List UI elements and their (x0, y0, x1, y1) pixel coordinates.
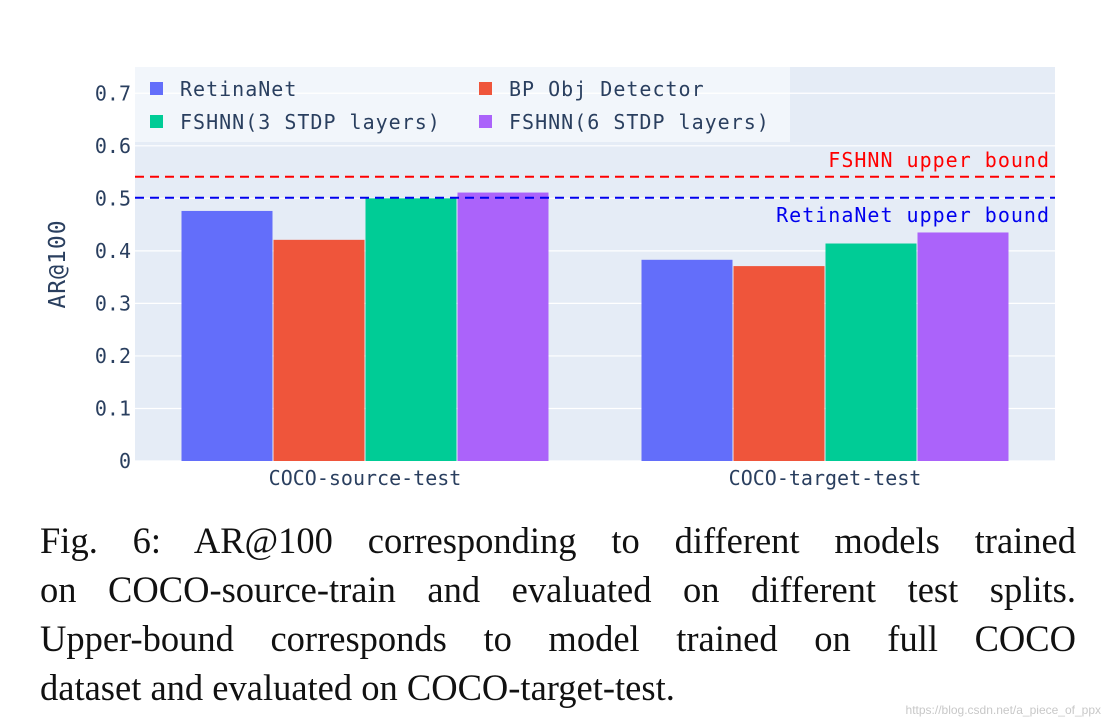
y-axis-title: AR@100 (45, 219, 71, 308)
figure-caption: Fig. 6: AR@100 corresponding to differen… (40, 516, 1076, 712)
watermark: https://blog.csdn.net/a_piece_of_ppx (905, 703, 1101, 717)
legend-item-label: BP Obj Detector (509, 77, 705, 101)
reference-lines: FSHNN upper bound RetinaNet upper bound (135, 148, 1055, 227)
bar (273, 239, 365, 461)
y-tick-label: 0.1 (95, 396, 131, 420)
legend[interactable]: RetinaNet BP Obj Detector FSHNN(3 STDP lay… (135, 67, 790, 142)
bar (825, 243, 917, 461)
legend-item-label: FSHNN(6 STDP layers) (509, 110, 770, 134)
y-tick-label: 0 (119, 449, 131, 473)
x-tick-label: COCO-target-test (729, 466, 922, 490)
bar (733, 266, 825, 461)
legend-swatch (150, 82, 163, 95)
y-tick-label: 0.2 (95, 344, 131, 368)
y-axis-ticks: 0 0.1 0.2 0.3 0.4 0.5 0.6 0.7 (95, 81, 131, 473)
bar-group (181, 192, 1009, 462)
caption-line: on COCO-source-train and evaluated on di… (40, 569, 1076, 610)
bar (457, 192, 549, 461)
bar (641, 259, 733, 461)
bar-chart: FSHNN upper bound RetinaNet upper bound 0… (45, 67, 1055, 490)
caption-line: Upper-bound corresponds to model trained… (40, 618, 1076, 659)
y-tick-label: 0.3 (95, 291, 131, 315)
legend-item-label: RetinaNet (180, 77, 297, 101)
legend-swatch (150, 115, 163, 128)
x-axis-ticks: COCO-source-test COCO-target-test (269, 466, 922, 490)
legend-swatch (479, 115, 492, 128)
caption-line: Fig. 6: AR@100 corresponding to differen… (40, 520, 1076, 561)
y-tick-label: 0.6 (95, 134, 131, 158)
y-tick-label: 0.5 (95, 186, 131, 210)
y-tick-label: 0.4 (95, 239, 131, 263)
legend-swatch (479, 82, 492, 95)
caption-line: dataset and evaluated on COCO-target-tes… (40, 667, 675, 708)
bar (917, 232, 1009, 461)
bar (365, 198, 457, 462)
legend-item-label: FSHNN(3 STDP layers) (180, 110, 441, 134)
reference-line-label: RetinaNet upper bound (776, 203, 1050, 227)
x-tick-label: COCO-source-test (269, 466, 462, 490)
y-tick-label: 0.7 (95, 81, 131, 105)
bar (181, 210, 273, 461)
reference-line-label: FSHNN upper bound (828, 148, 1050, 172)
legend-background (135, 67, 790, 142)
